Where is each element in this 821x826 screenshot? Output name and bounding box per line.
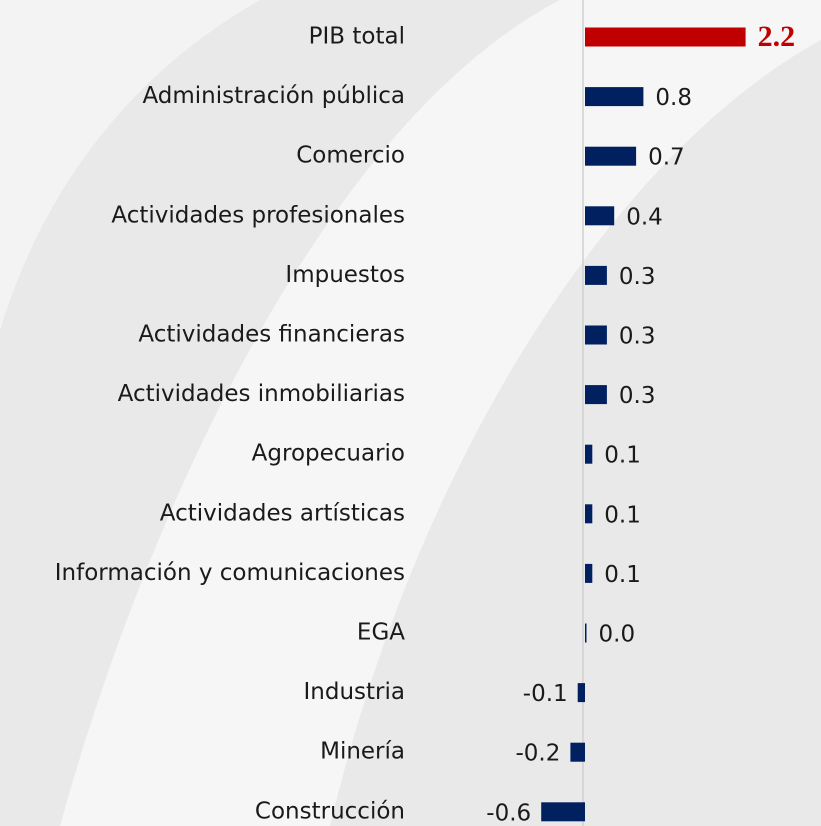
value-label: 0.3 <box>619 264 656 290</box>
bar <box>585 325 607 345</box>
bar <box>585 563 593 583</box>
category-label: Actividades profesionales <box>111 202 405 228</box>
bar <box>585 385 607 405</box>
category-label: Comercio <box>296 143 405 169</box>
bar <box>585 504 593 524</box>
value-label: 2.2 <box>758 20 796 53</box>
category-label: EGA <box>357 620 405 646</box>
bar <box>585 146 637 166</box>
bar <box>585 623 587 643</box>
bar <box>541 802 585 822</box>
category-label: Agropecuario <box>252 441 405 467</box>
value-label: 0.4 <box>626 204 663 230</box>
value-label: 0.8 <box>655 85 692 111</box>
value-label: 0.1 <box>604 502 641 528</box>
value-label: 0.3 <box>619 324 656 350</box>
category-label: Actividades artísticas <box>160 500 405 526</box>
value-label: -0.6 <box>486 800 531 826</box>
category-label: Actividades financieras <box>138 322 405 348</box>
value-label: 0.7 <box>648 145 685 171</box>
value-label: -0.2 <box>516 741 561 767</box>
category-label: Información y comunicaciones <box>55 560 405 586</box>
value-label: 0.0 <box>599 622 636 648</box>
category-label: Impuestos <box>285 262 405 288</box>
bar <box>585 206 615 226</box>
value-label: 0.3 <box>619 383 656 409</box>
value-label: 0.1 <box>604 443 641 469</box>
bar <box>577 683 585 703</box>
category-label: Industria <box>304 679 405 705</box>
category-label: Construcción <box>255 798 405 824</box>
background-swoosh <box>60 0 821 826</box>
bar <box>585 444 593 464</box>
category-label: Administración pública <box>142 83 405 109</box>
value-label: 0.1 <box>604 562 641 588</box>
background-swoosh <box>0 0 260 330</box>
value-label: -0.1 <box>523 681 568 707</box>
category-label: Actividades inmobiliarias <box>118 381 405 407</box>
bar <box>585 87 644 107</box>
bar <box>585 27 746 47</box>
bar <box>570 742 585 762</box>
category-label: PIB total <box>309 24 405 50</box>
bar <box>585 265 607 285</box>
category-label: Minería <box>320 739 405 765</box>
